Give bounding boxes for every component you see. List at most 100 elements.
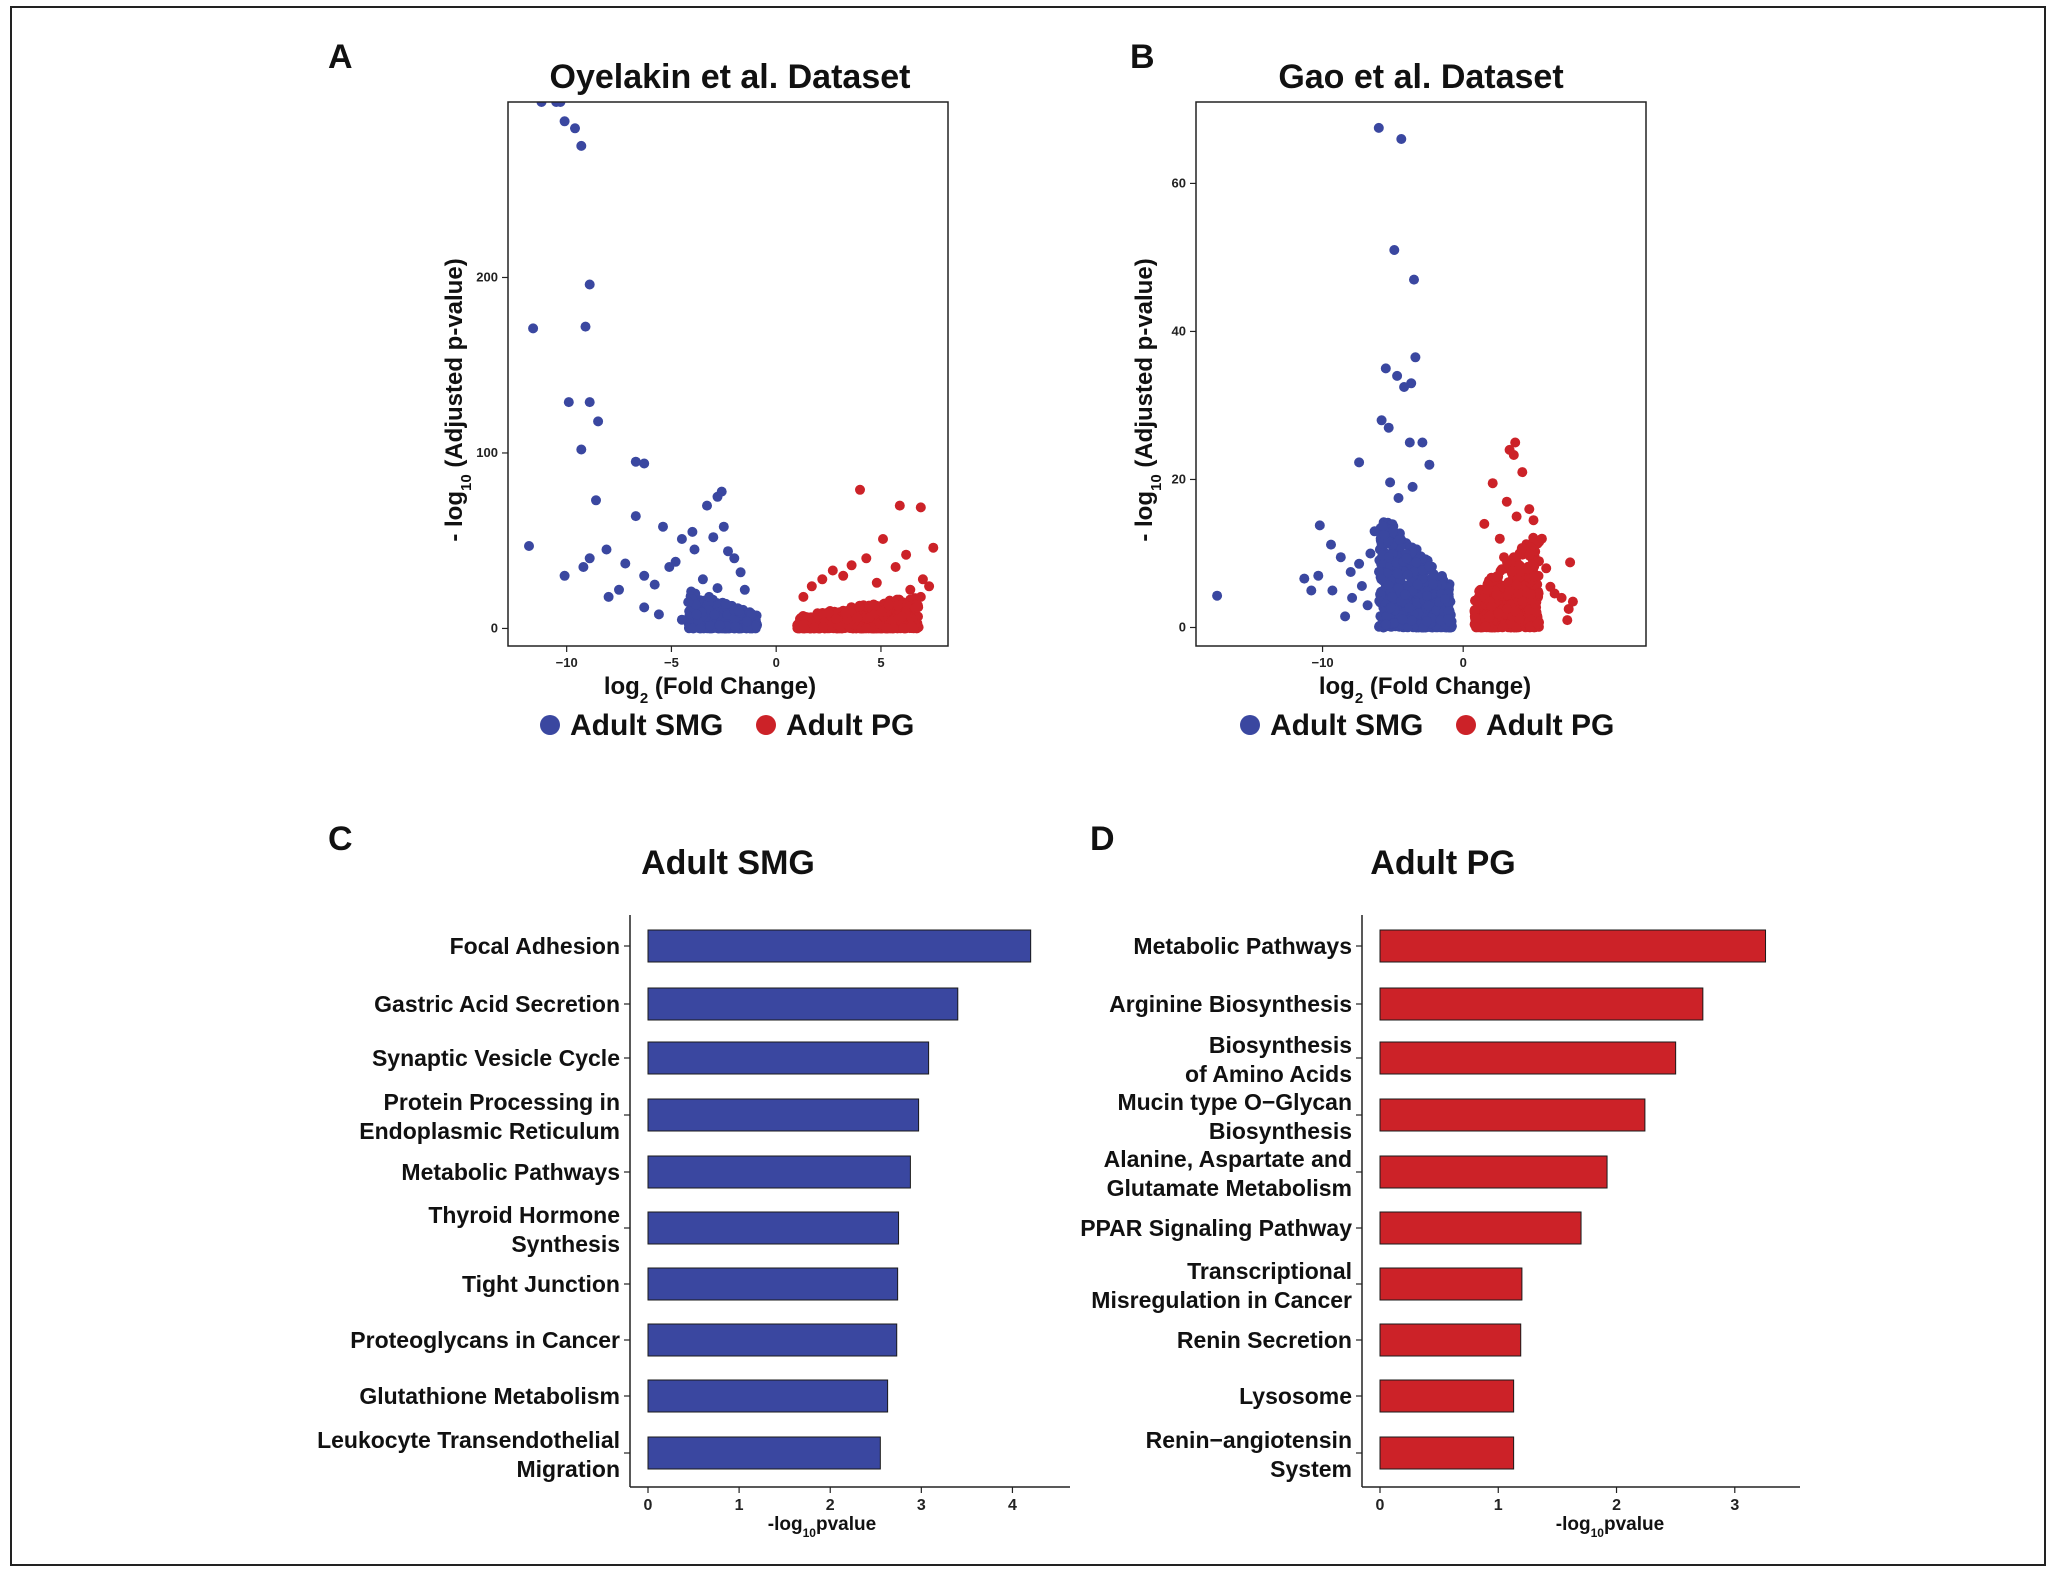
data-point bbox=[741, 616, 752, 627]
x-axis-label: log2 (Fold Change) bbox=[1319, 673, 1531, 707]
data-point bbox=[1381, 611, 1392, 622]
chart-title: Gao et al. Dataset bbox=[1278, 58, 1563, 96]
data-point bbox=[1514, 613, 1525, 624]
x-tick-label: 2 bbox=[1612, 1497, 1621, 1514]
category-label: Migration bbox=[517, 1456, 621, 1482]
data-point bbox=[1563, 604, 1574, 614]
data-point bbox=[584, 397, 595, 408]
category-label: Focal Adhesion bbox=[450, 933, 620, 959]
data-point bbox=[1387, 591, 1398, 602]
data-point bbox=[524, 541, 534, 551]
data-point bbox=[1388, 525, 1398, 536]
x-tick-label: 0 bbox=[1460, 655, 1467, 670]
scatter-points bbox=[1212, 122, 1578, 633]
data-point bbox=[620, 558, 631, 569]
data-point bbox=[1423, 600, 1434, 611]
data-point bbox=[906, 621, 917, 632]
category-label: Biosynthesis bbox=[1209, 1118, 1352, 1144]
x-tick-label: 3 bbox=[1730, 1497, 1739, 1514]
legend-label-pg: Adult PG bbox=[1486, 709, 1614, 742]
data-point bbox=[1549, 588, 1560, 599]
x-tick-label: 1 bbox=[735, 1497, 744, 1514]
category-label: Proteoglycans in Cancer bbox=[350, 1327, 620, 1353]
data-point bbox=[555, 102, 566, 107]
data-point bbox=[1501, 496, 1512, 507]
data-point bbox=[649, 579, 660, 590]
data-point bbox=[915, 591, 926, 602]
y-axis-label: - log10 (Adjusted p-value) bbox=[441, 258, 475, 541]
data-point bbox=[1486, 601, 1497, 612]
data-point bbox=[827, 565, 838, 576]
data-point bbox=[563, 397, 574, 408]
data-point bbox=[584, 279, 595, 290]
series-pg bbox=[1469, 437, 1578, 633]
data-point bbox=[1389, 618, 1400, 629]
data-point bbox=[855, 484, 865, 495]
data-point bbox=[739, 584, 750, 595]
bar bbox=[647, 1098, 920, 1132]
data-point bbox=[1369, 526, 1380, 537]
x-axis-label: -log10pvalue bbox=[1556, 1514, 1664, 1540]
data-point bbox=[864, 612, 875, 623]
x-tick-label: 5 bbox=[877, 655, 884, 670]
data-point bbox=[1212, 590, 1223, 601]
bar bbox=[1379, 987, 1704, 1021]
data-point bbox=[1385, 602, 1396, 613]
data-point bbox=[1412, 579, 1423, 590]
data-point bbox=[1407, 481, 1418, 492]
category-label: Biosynthesis bbox=[1209, 1032, 1352, 1058]
data-point bbox=[1424, 561, 1435, 572]
data-point bbox=[1354, 457, 1365, 468]
data-point bbox=[1431, 605, 1442, 616]
data-point bbox=[576, 140, 587, 151]
data-point bbox=[1491, 589, 1502, 600]
y-tick-label: 0 bbox=[491, 620, 498, 635]
category-label: Renin Secretion bbox=[1177, 1327, 1352, 1353]
legend-dot-smg bbox=[1240, 715, 1260, 735]
bar bbox=[1379, 1267, 1523, 1301]
bar bbox=[647, 1436, 881, 1470]
bar bbox=[1379, 1436, 1515, 1470]
data-point bbox=[1410, 352, 1421, 363]
data-point bbox=[1379, 530, 1390, 540]
data-point bbox=[601, 544, 612, 555]
data-point bbox=[690, 599, 701, 610]
plot-frame bbox=[507, 101, 949, 647]
data-point bbox=[1404, 602, 1415, 613]
data-point bbox=[695, 623, 706, 634]
data-point bbox=[630, 456, 641, 467]
data-point bbox=[1402, 569, 1413, 580]
data-point bbox=[1347, 592, 1358, 603]
data-point bbox=[1532, 618, 1543, 629]
data-point bbox=[1421, 616, 1432, 627]
data-point bbox=[591, 495, 601, 506]
x-tick-label: 4 bbox=[1008, 1497, 1017, 1514]
data-point bbox=[1516, 543, 1527, 554]
data-point bbox=[1524, 504, 1535, 515]
data-point bbox=[1422, 590, 1432, 601]
panel-letter: A bbox=[328, 38, 353, 76]
data-point bbox=[1314, 520, 1325, 531]
data-point bbox=[1495, 566, 1506, 576]
data-point bbox=[712, 491, 723, 502]
data-point bbox=[639, 570, 650, 581]
data-point bbox=[1565, 557, 1576, 568]
data-point bbox=[559, 116, 570, 127]
data-point bbox=[1487, 478, 1498, 489]
x-tick-label: 0 bbox=[773, 655, 780, 670]
chart-title: Adult SMG bbox=[641, 844, 815, 882]
data-point bbox=[1401, 553, 1412, 564]
data-point bbox=[688, 623, 699, 634]
plot-frame bbox=[1195, 101, 1647, 647]
series-smg bbox=[524, 102, 762, 634]
data-point bbox=[704, 591, 715, 602]
panel-letter: B bbox=[1130, 38, 1155, 76]
data-point bbox=[658, 521, 668, 532]
category-label: Arginine Biosynthesis bbox=[1109, 991, 1352, 1017]
data-point bbox=[896, 611, 907, 622]
data-point bbox=[1356, 581, 1367, 591]
data-point bbox=[1373, 122, 1384, 133]
category-label: Metabolic Pathways bbox=[401, 1159, 620, 1185]
data-point bbox=[1513, 588, 1524, 599]
data-point bbox=[1354, 558, 1365, 569]
